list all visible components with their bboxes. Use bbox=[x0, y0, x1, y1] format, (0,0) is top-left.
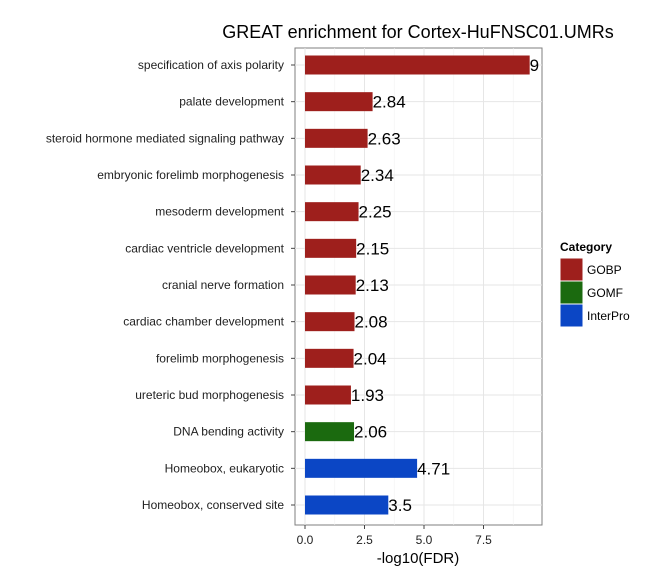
bar-value-label: 2.25 bbox=[359, 203, 392, 222]
category-label: DNA bending activity bbox=[173, 425, 284, 439]
bar bbox=[305, 92, 373, 112]
bar-value-label: 2.04 bbox=[354, 349, 387, 368]
bar bbox=[305, 128, 368, 148]
bars-layer: 9 2.84 2.63 2.34 2.25 2.15 2.13 2.08 2.04 1.93 2.0… bbox=[305, 55, 539, 515]
category-label: Homeobox, eukaryotic bbox=[165, 461, 284, 475]
x-axis-title: -log10(FDR) bbox=[377, 550, 460, 567]
category-label: cranial nerve formation bbox=[162, 278, 284, 292]
legend: Category GOBP GOMF InterPro bbox=[559, 240, 630, 328]
category-labels: specification of axis polarity palate dev… bbox=[46, 58, 295, 512]
category-label: specification of axis polarity bbox=[138, 58, 284, 72]
bar bbox=[305, 55, 530, 75]
legend-label: InterPro bbox=[587, 309, 630, 323]
category-label: palate development bbox=[179, 95, 284, 109]
category-label: embryonic forelimb morphogenesis bbox=[97, 168, 284, 182]
bar-value-label: 2.15 bbox=[356, 239, 389, 258]
bar-value-label: 9 bbox=[530, 56, 539, 75]
legend-swatch bbox=[559, 280, 584, 305]
bar bbox=[305, 165, 361, 185]
bar-value-label: 2.06 bbox=[354, 423, 387, 442]
x-tick-label: 7.5 bbox=[475, 533, 492, 547]
bar-value-label: 2.84 bbox=[373, 93, 406, 112]
category-label: mesoderm development bbox=[155, 205, 284, 219]
bar bbox=[305, 312, 355, 332]
category-label: Homeobox, conserved site bbox=[142, 498, 284, 512]
legend-swatch bbox=[559, 257, 584, 282]
chart-title: GREAT enrichment for Cortex-HuFNSC01.UMR… bbox=[222, 22, 613, 42]
legend-label: GOMF bbox=[587, 286, 623, 300]
bar-value-label: 3.5 bbox=[388, 496, 412, 515]
bar bbox=[305, 275, 356, 295]
bar bbox=[305, 385, 351, 405]
legend-swatch bbox=[559, 303, 584, 328]
bar bbox=[305, 348, 354, 368]
bar bbox=[305, 458, 418, 478]
bar-value-label: 1.93 bbox=[351, 386, 384, 405]
x-tick-label: 2.5 bbox=[356, 533, 373, 547]
x-tick-label: 0.0 bbox=[297, 533, 314, 547]
x-tick-label: 5.0 bbox=[416, 533, 433, 547]
bar bbox=[305, 422, 355, 442]
bar-value-label: 2.08 bbox=[355, 313, 388, 332]
x-axis: 0.0 2.5 5.0 7.5 bbox=[297, 525, 492, 547]
bar bbox=[305, 202, 359, 222]
bar-value-label: 2.13 bbox=[356, 276, 389, 295]
legend-title: Category bbox=[560, 240, 612, 254]
bar-value-label: 4.71 bbox=[417, 459, 450, 478]
bar bbox=[305, 238, 357, 258]
legend-label: GOBP bbox=[587, 263, 622, 277]
category-label: cardiac ventricle development bbox=[125, 241, 284, 255]
bar bbox=[305, 495, 389, 515]
bar-value-label: 2.34 bbox=[361, 166, 394, 185]
category-label: forelimb morphogenesis bbox=[156, 351, 284, 365]
category-label: ureteric bud morphogenesis bbox=[135, 388, 284, 402]
category-label: cardiac chamber development bbox=[123, 315, 284, 329]
category-label: steroid hormone mediated signaling pathw… bbox=[46, 131, 284, 145]
bar-value-label: 2.63 bbox=[368, 129, 401, 148]
